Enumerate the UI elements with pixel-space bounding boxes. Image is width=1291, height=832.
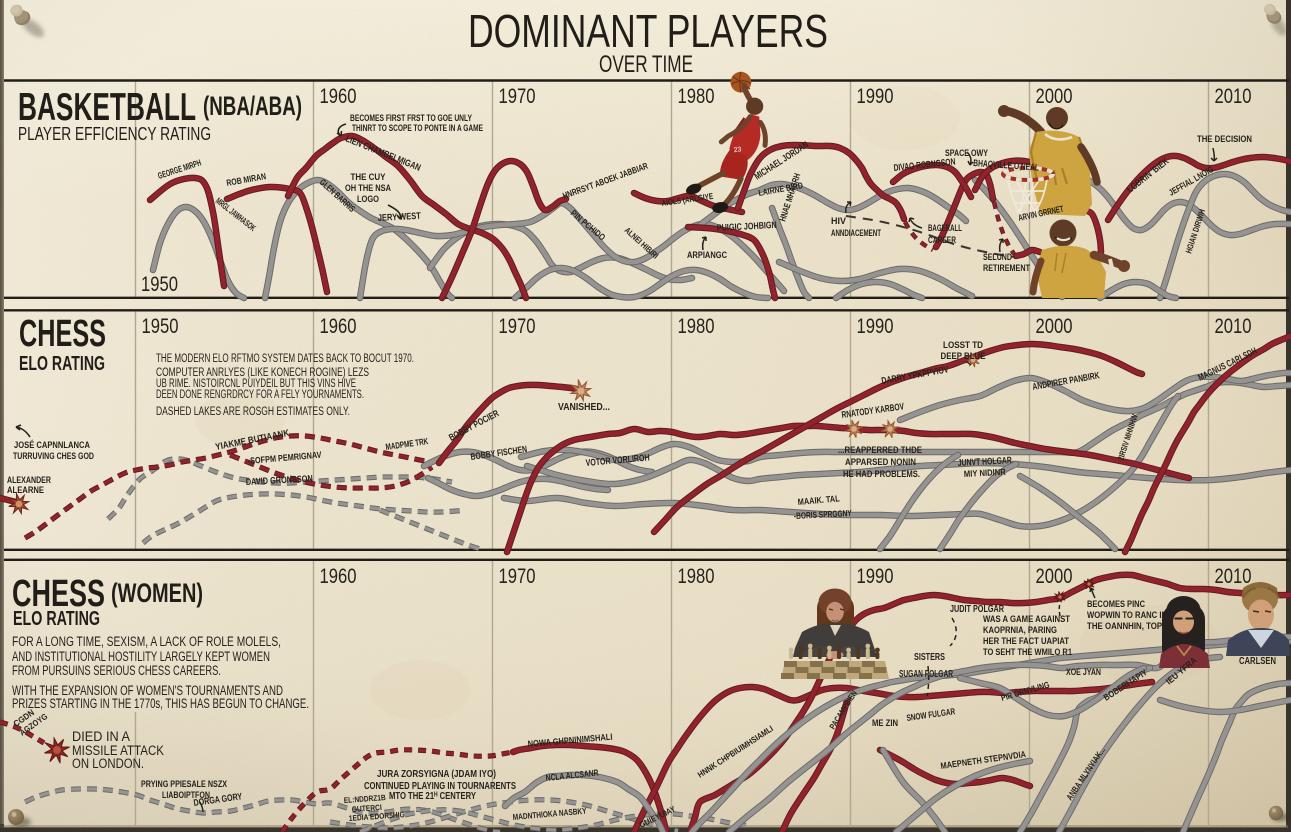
svg-text:1990: 1990: [857, 565, 894, 588]
svg-text:ALEARNE: ALEARNE: [7, 485, 44, 496]
svg-text:1EDIA EDOR5HIG: 1EDIA EDOR5HIG: [349, 810, 405, 823]
svg-text:CHESS: CHESS: [19, 313, 106, 355]
svg-text:AND INSTITUTIONAL HOSTILITY LA: AND INSTITUTIONAL HOSTILITY LARGELY KEPT…: [12, 649, 270, 664]
svg-text:GUTERCI: GUTERCI: [352, 803, 383, 814]
svg-text:1980: 1980: [678, 85, 715, 108]
svg-text:RETIREMENT: RETIREMENT: [983, 263, 1030, 274]
svg-text:JERY WEST: JERY WEST: [378, 211, 422, 224]
svg-text:1980: 1980: [678, 315, 715, 338]
svg-text:MAAIK. TAL: MAAIK. TAL: [797, 493, 840, 507]
svg-text:HIV: HIV: [831, 216, 847, 227]
svg-text:SUGAN POLGAR: SUGAN POLGAR: [899, 669, 954, 680]
svg-text:BASKETBALL: BASKETBALL: [18, 86, 196, 129]
svg-text:THE OANNHIN, TOP 10: THE OANNHIN, TOP 10: [1087, 621, 1173, 632]
svg-text:OH THE NSA: OH THE NSA: [345, 183, 391, 194]
svg-text:1960: 1960: [320, 315, 357, 338]
svg-text:PLAYER EFFICIENCY RATING: PLAYER EFFICIENCY RATING: [18, 124, 211, 144]
svg-text:VANISHED...: VANISHED...: [558, 402, 610, 413]
svg-text:(NBA/ABA): (NBA/ABA): [203, 91, 302, 121]
svg-text:PRIZES STARTING IN THE 1770s,: PRIZES STARTING IN THE 1770s, THIS HAS B…: [12, 696, 309, 711]
svg-text:ANNDIACEMENT: ANNDIACEMENT: [831, 228, 881, 239]
svg-text:2000: 2000: [1036, 85, 1073, 108]
svg-text:DIED IN A: DIED IN A: [72, 729, 130, 744]
svg-text:1980: 1980: [678, 565, 715, 588]
svg-text:JURA ZORSYIGNA (JDAM IYO): JURA ZORSYIGNA (JDAM IYO): [377, 769, 496, 780]
svg-text:...REAPPERRED THDE: ...REAPPERRED THDE: [838, 445, 922, 456]
svg-text:HER THE FACT UAPIAT: HER THE FACT UAPIAT: [983, 636, 1069, 647]
svg-text:BECOMES PINC: BECOMES PINC: [1087, 599, 1145, 610]
svg-text:JOSÉ CAPNNLANCA: JOSÉ CAPNNLANCA: [14, 440, 90, 451]
svg-text:THE DECISION: THE DECISION: [1197, 134, 1252, 145]
svg-text:CAREER: CAREER: [928, 235, 956, 246]
svg-text:WAS A GAME AGAINST: WAS A GAME AGAINST: [983, 614, 1070, 625]
svg-text:PUIGIC JOHBIGN: PUIGIC JOHBIGN: [717, 220, 778, 234]
svg-text:EL:NDDRZ1B: EL:NDDRZ1B: [344, 793, 387, 805]
svg-text:MISSILE ATTACK: MISSILE ATTACK: [72, 743, 164, 758]
svg-text:CHESS: CHESS: [12, 573, 105, 615]
svg-text:1970: 1970: [499, 565, 536, 588]
svg-text:CARLSEN: CARLSEN: [1239, 656, 1276, 667]
svg-text:THINRT TO SCOPE TO PONTE IN A: THINRT TO SCOPE TO PONTE IN A GAME: [352, 123, 483, 134]
svg-text:DEEP BLUE: DEEP BLUE: [941, 351, 986, 362]
svg-text:(WOMEN): (WOMEN): [111, 578, 203, 608]
svg-text:BECOMES FIRST FRST TO GOE UNLY: BECOMES FIRST FRST TO GOE UNLY: [350, 113, 472, 124]
svg-text:1960: 1960: [320, 565, 357, 588]
svg-text:2010: 2010: [1215, 565, 1252, 588]
svg-text:SELUND: SELUND: [983, 252, 1012, 263]
svg-text:THE MODERN ELO RFTMO SYSTEM DA: THE MODERN ELO RFTMO SYSTEM DATES BACK T…: [156, 353, 414, 365]
svg-text:JUDIT POLGAR: JUDIT POLGAR: [950, 604, 1005, 615]
svg-text:1960: 1960: [320, 85, 357, 108]
svg-text:TO SEHT THE WMILO R1: TO SEHT THE WMILO R1: [983, 647, 1073, 658]
svg-text:ALEXANDER: ALEXANDER: [7, 475, 51, 486]
svg-text:DAVID GRONSSON: DAVID GRONSSON: [246, 473, 314, 487]
svg-text:LIABOIPTFON: LIABOIPTFON: [162, 790, 210, 801]
svg-text:MIY NIDINR: MIY NIDINR: [964, 467, 1007, 479]
svg-text:DOMINANT PLAYERS: DOMINANT PLAYERS: [468, 5, 828, 57]
svg-text:THE CUY: THE CUY: [351, 172, 387, 183]
svg-text:2010: 2010: [1215, 315, 1252, 338]
svg-text:HE HAD PROBLEMS.: HE HAD PROBLEMS.: [843, 469, 920, 480]
svg-text:2000: 2000: [1036, 565, 1073, 588]
svg-text:MTO THE 21ᴴ CENTERY: MTO THE 21ᴴ CENTERY: [389, 791, 476, 802]
svg-text:ME ZIN: ME ZIN: [872, 718, 898, 728]
svg-text:ON LONDON.: ON LONDON.: [72, 756, 144, 771]
svg-text:ELO RATING: ELO RATING: [19, 353, 105, 375]
svg-text:-BORIS SPRGGNY: -BORIS SPRGGNY: [794, 508, 852, 521]
svg-text:ELO RATING: ELO RATING: [13, 608, 100, 630]
svg-text:DASHED LAKES ARE ROSGH ESTIMAT: DASHED LAKES ARE ROSGH ESTIMATES ONLY.: [156, 406, 350, 418]
svg-text:APPARSED NONIN: APPARSED NONIN: [845, 457, 916, 468]
svg-text:JUNVT HOLGAR: JUNVT HOLGAR: [958, 455, 1013, 469]
svg-text:SPACE OWY: SPACE OWY: [945, 148, 988, 159]
svg-text:LOSST TD: LOSST TD: [943, 340, 983, 351]
svg-text:FOR A LONG TIME, SEXISM, A LAC: FOR A LONG TIME, SEXISM, A LACK OF ROLE …: [12, 634, 281, 649]
svg-text:1950: 1950: [142, 315, 179, 338]
svg-text:ARPIANGC: ARPIANGC: [687, 250, 727, 261]
svg-text:SISTERS: SISTERS: [914, 652, 945, 663]
svg-text:1970: 1970: [499, 315, 536, 338]
svg-text:DEEN DONE RENGRDRCY FOR A FELY: DEEN DONE RENGRDRCY FOR A FELY YOURNAMEN…: [156, 389, 364, 401]
svg-text:2010: 2010: [1215, 85, 1252, 108]
svg-text:BHAQVILLE O'NEAL: BHAQVILLE O'NEAL: [973, 158, 1040, 174]
svg-text:KAOPRNIA, PARING: KAOPRNIA, PARING: [983, 625, 1057, 636]
svg-text:1950: 1950: [141, 273, 178, 296]
svg-text:WITH THE EXPANSION OF WOMEN'S: WITH THE EXPANSION OF WOMEN'S TOURNAMENT…: [12, 683, 283, 698]
svg-text:OVER TIME: OVER TIME: [599, 51, 693, 78]
svg-text:COMPUTER ANRLYES (LIKE KONECH: COMPUTER ANRLYES (LIKE KONECH ROGINE) LE…: [156, 367, 369, 379]
svg-text:UB RIME. NISTOIRCNL PUIYDEIL B: UB RIME. NISTOIRCNL PUIYDEIL BUT THIS VI…: [156, 378, 356, 390]
svg-text:XOE JYAN: XOE JYAN: [1066, 667, 1101, 678]
svg-text:2000: 2000: [1036, 315, 1073, 338]
svg-text:LOGO: LOGO: [357, 194, 379, 205]
svg-text:BAGERALL: BAGERALL: [928, 223, 962, 234]
svg-text:FROM PURSUINS SERIOUS CHESS CA: FROM PURSUINS SERIOUS CHESS CAREERS.: [12, 663, 221, 678]
svg-text:PRYING PPIESALE NSZX: PRYING PPIESALE NSZX: [141, 779, 228, 790]
svg-text:1990: 1990: [857, 315, 894, 338]
svg-text:TURRUVING CHES GOD: TURRUVING CHES GOD: [13, 451, 94, 462]
svg-text:1990: 1990: [857, 85, 894, 108]
svg-text:1970: 1970: [499, 85, 536, 108]
svg-text:CONTINUED PLAYING IN TOURNAREN: CONTINUED PLAYING IN TOURNARENTS: [364, 781, 516, 792]
svg-text:23: 23: [733, 146, 742, 154]
svg-text:WOPWIN TO RANC IN: WOPWIN TO RANC IN: [1087, 610, 1167, 621]
